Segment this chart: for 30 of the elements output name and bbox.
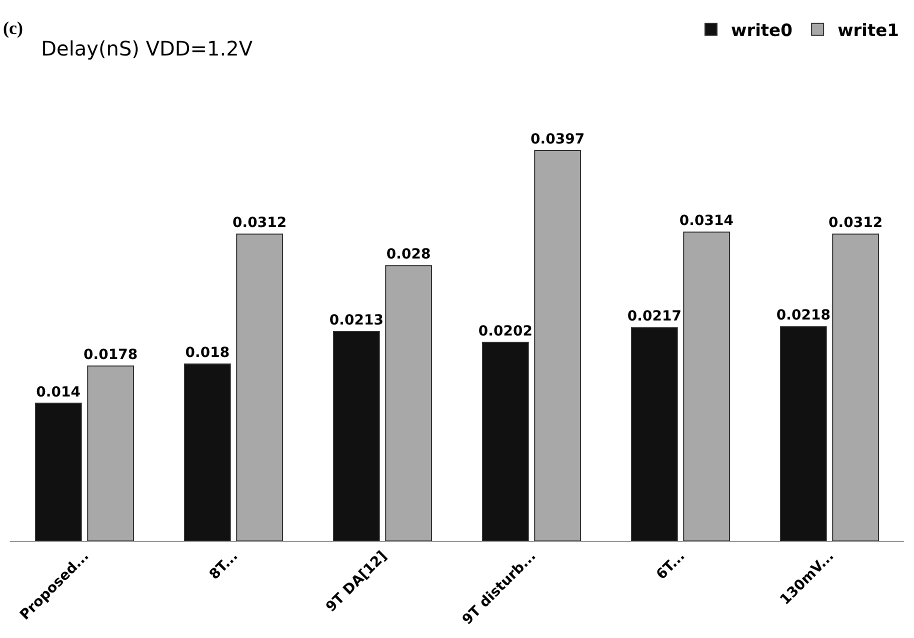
- legend-label: write1: [838, 20, 899, 41]
- chart-title: Delay(nS) VDD=1.2V: [41, 36, 253, 60]
- bar: [832, 234, 880, 541]
- data-label: 0.0397: [530, 132, 585, 148]
- bar: [683, 232, 730, 541]
- bar: [630, 327, 678, 541]
- x-tick-label: 8T...: [206, 548, 242, 583]
- bar: [236, 234, 284, 541]
- bar: [34, 402, 82, 541]
- text: (c): [3, 18, 23, 38]
- bar: [780, 326, 827, 541]
- data-label: 0.018: [185, 344, 230, 361]
- bar: [332, 331, 380, 541]
- data-label: 0.014: [36, 384, 81, 400]
- data-label: 0.0202: [478, 323, 532, 340]
- data-label: 0.0218: [776, 308, 830, 324]
- bar: [482, 342, 529, 541]
- bar: [385, 265, 432, 541]
- bar: [184, 363, 231, 541]
- data-label: 0.0312: [232, 215, 287, 232]
- data-label: 0.0178: [84, 346, 138, 363]
- data-label: 0.028: [386, 246, 431, 263]
- bar: [534, 150, 582, 541]
- data-label: 0.0314: [679, 213, 734, 230]
- x-tick-label: 6T...: [654, 548, 688, 583]
- bar: [87, 365, 134, 541]
- data-label: 0.0213: [329, 312, 384, 329]
- data-label: 0.0217: [627, 308, 682, 325]
- data-label: 0.0312: [828, 215, 883, 232]
- legend-label: write0: [731, 20, 793, 41]
